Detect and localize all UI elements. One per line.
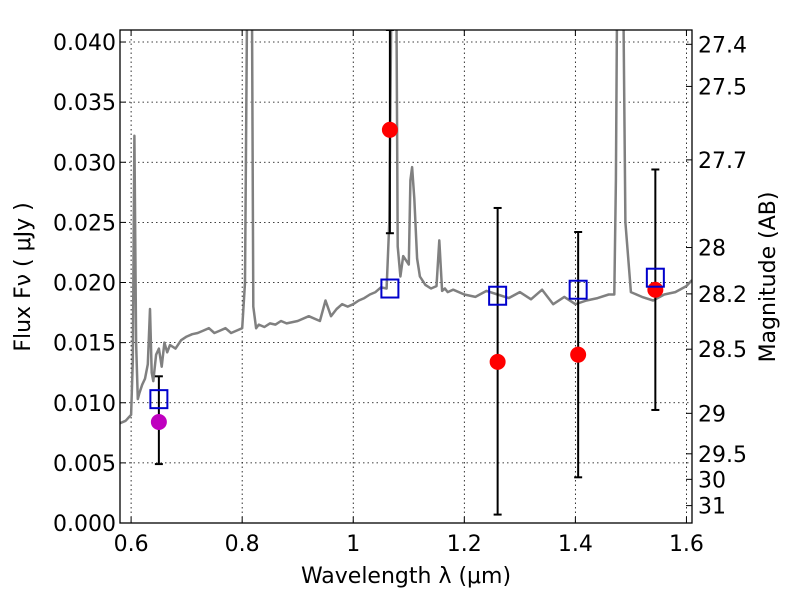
axis-ticks bbox=[120, 30, 692, 524]
y-tick-label: 0.010 bbox=[53, 392, 116, 417]
y2-tick-label: 28 bbox=[698, 237, 726, 262]
y2-tick-label: 29.5 bbox=[698, 443, 747, 468]
circle-marker bbox=[489, 353, 506, 370]
x-tick-label: 0.6 bbox=[114, 532, 149, 557]
y2-tick-label: 27.5 bbox=[698, 75, 747, 100]
plot-frame bbox=[119, 29, 693, 524]
y-axis-title: Flux Fν ( μJy ) bbox=[11, 202, 36, 351]
square-marker bbox=[149, 389, 169, 410]
circle-marker bbox=[647, 281, 664, 298]
x-tick-label: 0.8 bbox=[225, 532, 260, 557]
x-axis-title: Wavelength λ (μm) bbox=[301, 564, 511, 589]
x-tick-label: 1.2 bbox=[447, 532, 482, 557]
y-tick-label: 0.015 bbox=[53, 332, 116, 357]
x-tick-label: 1.4 bbox=[558, 532, 593, 557]
circle-marker bbox=[150, 413, 167, 430]
circle-marker bbox=[570, 346, 587, 363]
y2-tick-label: 30 bbox=[698, 468, 726, 493]
y2-axis-title: Magnitude (AB) bbox=[756, 192, 781, 363]
y2-tick-label: 27.7 bbox=[698, 149, 747, 174]
circle-marker bbox=[381, 121, 398, 138]
y-tick-label: 0.000 bbox=[53, 512, 116, 537]
axis-tick-labels: 0.6 0.8 1 1.2 1.4 1.6 0.000 0.005 0.010 0.015 0.02… bbox=[53, 31, 747, 557]
y-tick-label: 0.025 bbox=[53, 211, 116, 236]
y-tick-label: 0.030 bbox=[53, 151, 116, 176]
y2-tick-label: 28.5 bbox=[698, 338, 747, 363]
y-tick-label: 0.040 bbox=[53, 31, 116, 56]
plot-area bbox=[120, 30, 692, 516]
plot-background bbox=[120, 30, 692, 523]
square-marker bbox=[380, 278, 400, 299]
x-tick-label: 1.6 bbox=[669, 532, 704, 557]
x-tick-label: 1 bbox=[346, 532, 360, 557]
y2-tick-label: 27.4 bbox=[698, 33, 747, 58]
y-tick-label: 0.005 bbox=[53, 452, 116, 477]
square-marker bbox=[645, 267, 665, 288]
square-marker bbox=[488, 285, 508, 306]
data-markers bbox=[149, 30, 665, 516]
y-tick-label: 0.020 bbox=[53, 272, 116, 297]
spectrum-line bbox=[120, 30, 692, 425]
y-tick-label: 0.035 bbox=[53, 91, 116, 116]
square-marker bbox=[568, 279, 588, 300]
y2-tick-label: 31 bbox=[698, 495, 726, 520]
y2-tick-label: 28.2 bbox=[698, 283, 747, 308]
y2-tick-label: 29 bbox=[698, 402, 726, 427]
